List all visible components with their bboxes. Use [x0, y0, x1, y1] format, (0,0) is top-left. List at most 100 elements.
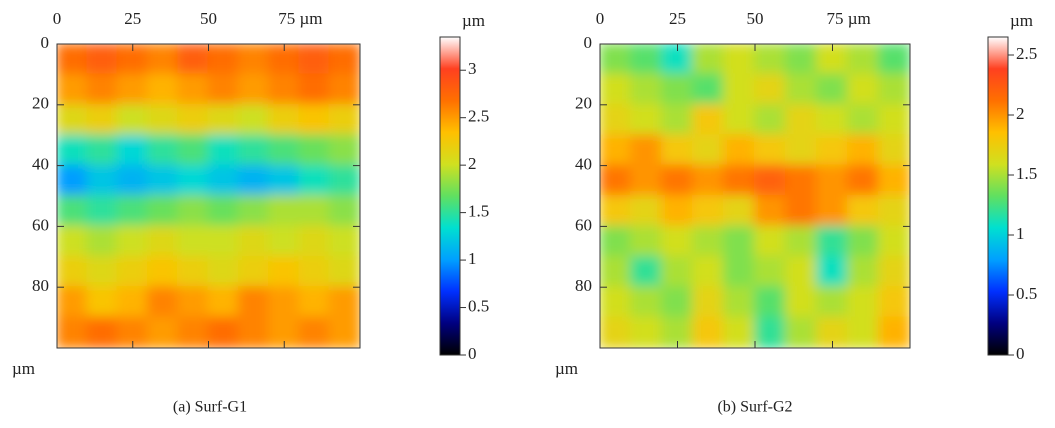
cell [630, 73, 663, 106]
cell [328, 255, 360, 289]
cell [785, 195, 818, 228]
colorbar-tick-label: 0.5 [1016, 284, 1037, 303]
cell [328, 225, 360, 258]
cell [328, 134, 360, 167]
cell [116, 286, 149, 319]
cell [692, 44, 725, 76]
cell [86, 103, 119, 137]
cell [328, 44, 360, 76]
heatmap [57, 44, 360, 348]
cell [116, 73, 149, 106]
cell [692, 316, 725, 348]
cell [328, 103, 360, 137]
cell [268, 73, 301, 106]
cell [177, 134, 210, 167]
cell [177, 255, 210, 289]
cell [207, 195, 240, 228]
cell [116, 134, 149, 167]
cell [207, 225, 240, 258]
cell [298, 255, 331, 289]
cell [600, 195, 632, 228]
cell [692, 164, 725, 197]
cell [878, 44, 910, 76]
cell [878, 103, 910, 137]
cell [661, 103, 694, 137]
cell [146, 225, 180, 258]
cell [785, 255, 818, 289]
cell [268, 225, 301, 258]
cell [86, 73, 119, 106]
cell [847, 73, 880, 106]
cell [328, 316, 360, 348]
cell [754, 134, 787, 167]
cell [57, 255, 89, 289]
cell [116, 103, 149, 137]
y-tick-label: 40 [575, 155, 592, 174]
y-tick-label: 60 [575, 215, 592, 234]
x-tick-label: 25 [669, 9, 686, 28]
cell [57, 316, 89, 348]
cell [237, 44, 271, 76]
cell [692, 286, 725, 319]
cell [86, 225, 119, 258]
cell [785, 73, 818, 106]
cell [816, 103, 849, 137]
y-tick-label: 40 [32, 155, 49, 174]
cell [207, 164, 240, 197]
cell [237, 195, 271, 228]
cell [207, 134, 240, 167]
cell [630, 286, 663, 319]
x-tick-label: 75 µm [827, 9, 871, 28]
cell [847, 255, 880, 289]
cell [600, 73, 632, 106]
cell [86, 255, 119, 289]
cell [57, 164, 89, 197]
y-tick-label: 20 [575, 94, 592, 113]
cell [298, 103, 331, 137]
cell [177, 286, 210, 319]
cell [878, 286, 910, 319]
cell [328, 73, 360, 106]
cell [237, 164, 271, 197]
cell [723, 134, 756, 167]
cell [146, 73, 180, 106]
cell [298, 286, 331, 319]
colorbar-tick-label: 3 [468, 59, 477, 78]
cell [268, 255, 301, 289]
cell [298, 225, 331, 258]
cell [630, 255, 663, 289]
x-tick-label: 0 [596, 9, 605, 28]
heatmap [600, 44, 910, 348]
colorbar [987, 36, 1009, 356]
cell [754, 286, 787, 319]
cell [816, 286, 849, 319]
cell [146, 195, 180, 228]
cell [692, 225, 725, 258]
colorbar-tick-label: 1 [1016, 224, 1025, 243]
cell [785, 164, 818, 197]
cell [298, 44, 331, 76]
cell [146, 44, 180, 76]
cell [86, 44, 119, 76]
cell [116, 164, 149, 197]
cell [268, 286, 301, 319]
cell [298, 164, 331, 197]
colorbar-tick-label: 2.5 [1016, 44, 1037, 63]
cell [723, 316, 756, 348]
cell [237, 73, 271, 106]
cell [328, 164, 360, 197]
cell [754, 195, 787, 228]
cell [207, 316, 240, 348]
cell [723, 73, 756, 106]
y-tick-label: 80 [32, 276, 49, 295]
cell [177, 195, 210, 228]
cell [57, 286, 89, 319]
cell [723, 103, 756, 137]
cell [268, 164, 301, 197]
cell [146, 316, 180, 348]
colorbar-tick-label: 1.5 [1016, 164, 1037, 183]
cell [692, 103, 725, 137]
colorbar-label: µm [462, 11, 485, 30]
colorbar-tick-label: 0.5 [468, 296, 489, 315]
x-tick-label: 50 [200, 9, 217, 28]
